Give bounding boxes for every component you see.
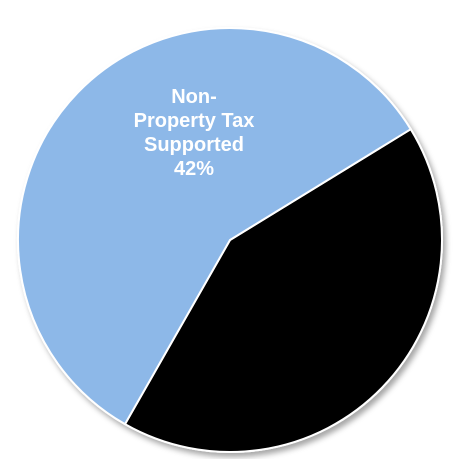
pie-slices [17, 27, 443, 453]
pie-slice-label-line: Supported [144, 134, 244, 156]
pie-slice-label-2: Property Tax Supported* 58% [208, 318, 329, 388]
pie-slice-label-line: 58% [248, 366, 288, 388]
pie-slice-label-line: Non- [171, 86, 217, 108]
pie-slice-label-line: Property Tax [208, 318, 329, 340]
pie-slice-label-line: Supported* [214, 342, 322, 364]
pie-labels: Non-Property Tax Supported 42%Property Tax… [134, 86, 329, 388]
pie-slice-label-1: Non-Property Tax Supported 42% [134, 86, 255, 180]
pie-slice-2 [17, 27, 412, 426]
pie-slice-label-line: Property Tax [134, 110, 255, 132]
pie-slice-label-line: 42% [174, 158, 214, 180]
pie-slice-1 [124, 128, 443, 453]
